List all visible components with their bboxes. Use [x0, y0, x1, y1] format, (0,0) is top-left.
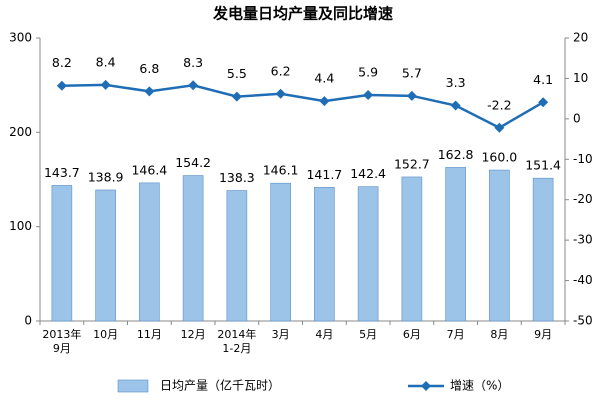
point [144, 86, 155, 97]
point-label: 4.4 [314, 71, 334, 86]
y2-tick-label: -50 [573, 314, 593, 328]
x-tick-label: 12月 [181, 328, 206, 341]
y-tick-label: 100 [9, 219, 32, 233]
legend-swatch [117, 379, 149, 393]
point [231, 91, 242, 102]
bar-label: 152.7 [394, 156, 430, 171]
bar [314, 187, 335, 322]
point [188, 80, 199, 91]
y2-tick-label: 10 [573, 71, 588, 85]
point [450, 100, 461, 111]
bar-label: 138.3 [219, 170, 255, 185]
x-tick-label: 9月 [534, 328, 552, 341]
bar-label: 146.4 [131, 162, 167, 177]
bar-label: 151.4 [525, 158, 561, 173]
bar-label: 141.7 [306, 167, 342, 182]
point-label: 8.2 [52, 55, 72, 70]
point-label: 8.4 [96, 54, 116, 69]
point-label: 5.9 [358, 65, 378, 80]
legend-label: 增速（%） [450, 379, 509, 393]
legend-label: 日均产量（亿千瓦时） [160, 378, 280, 393]
x-tick-label: 5月 [359, 328, 377, 341]
y-tick-label: 0 [24, 314, 32, 328]
bar [139, 182, 160, 322]
point [319, 96, 330, 107]
legend-swatch [421, 381, 431, 391]
line [61, 83, 544, 130]
point [363, 90, 374, 101]
point [56, 80, 67, 91]
bar-label: 142.4 [350, 166, 386, 181]
bar [357, 186, 379, 322]
y2-tick-label: -40 [573, 273, 593, 287]
bar [401, 176, 423, 322]
point-label: 5.5 [227, 66, 247, 81]
y2-tick-label: 0 [573, 111, 581, 125]
y2-tick-label: 20 [573, 31, 588, 45]
x-tick-label: 2013年 9月 [42, 327, 81, 355]
chart-title: 发电量日均产量及同比增速 [212, 5, 393, 23]
bar [95, 189, 116, 322]
point-label: 5.7 [402, 65, 422, 80]
bar-label: 162.8 [438, 147, 474, 162]
x-tick-label: 3月 [272, 328, 290, 341]
bar [226, 190, 248, 322]
bar [270, 182, 291, 322]
point-label: 8.3 [183, 55, 203, 70]
y-tick-label: 200 [9, 125, 32, 139]
point [100, 79, 111, 90]
point-label: 4.1 [533, 72, 553, 87]
x-tick-label: 6月 [403, 328, 421, 341]
y2-tick-label: -10 [573, 152, 593, 166]
y-tick-label: 300 [9, 31, 32, 45]
bar [489, 169, 510, 322]
bar-label: 154.2 [175, 155, 211, 170]
point-label: -2.2 [487, 97, 511, 112]
point [406, 90, 417, 101]
point-label: 6.8 [139, 61, 159, 76]
point-label: 6.2 [271, 63, 291, 78]
point [538, 97, 549, 108]
x-tick-label: 8月 [490, 328, 508, 341]
y2-tick-label: -20 [573, 192, 593, 206]
bar [445, 167, 466, 322]
point [275, 88, 286, 99]
x-tick-label: 7月 [447, 328, 465, 341]
bar-label: 138.9 [88, 169, 124, 184]
bar-label: 143.7 [44, 165, 80, 180]
bar-label: 146.1 [263, 163, 299, 178]
y2-tick-label: -30 [573, 233, 593, 247]
bar [51, 185, 73, 322]
x-tick-label: 4月 [315, 328, 333, 341]
point-label: 3.3 [446, 75, 466, 90]
x-tick-label: 10月 [93, 328, 118, 341]
x-tick-label: 2014年 1-2月 [217, 327, 256, 355]
x-tick-label: 11月 [137, 328, 162, 341]
bar [532, 177, 554, 322]
point [494, 122, 505, 133]
bar-label: 160.0 [481, 150, 517, 165]
bar [182, 175, 204, 322]
